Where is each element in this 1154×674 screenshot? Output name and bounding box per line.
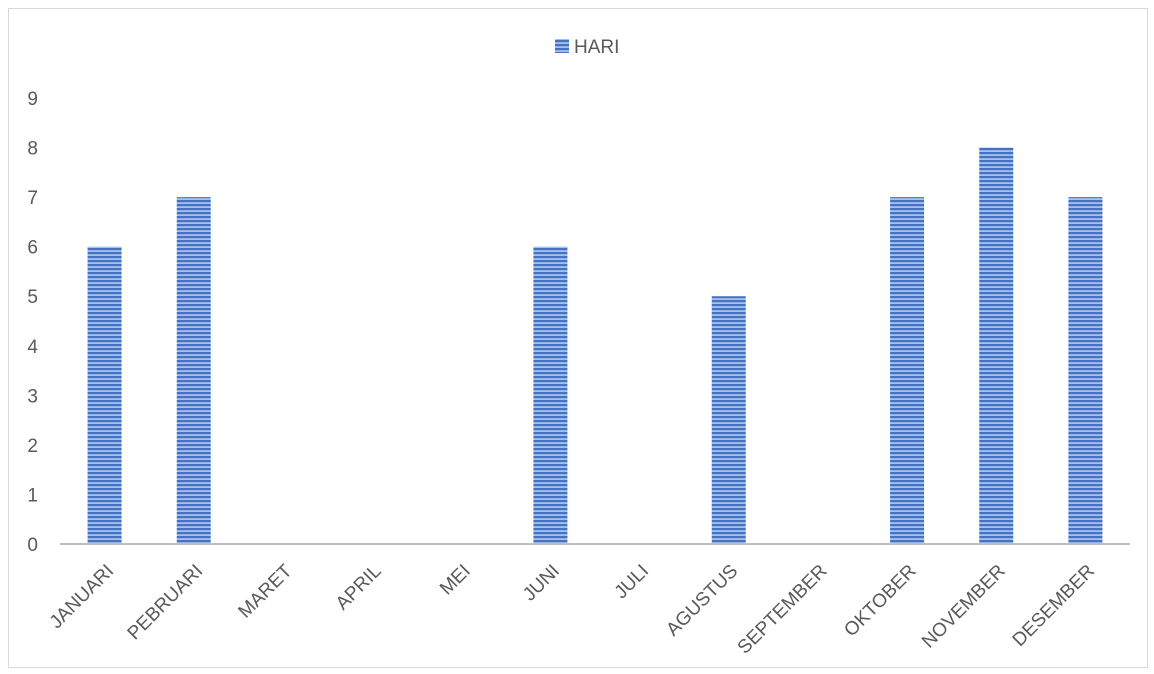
y-tick-label: 4: [27, 337, 38, 358]
y-tick-label: 5: [27, 287, 38, 308]
y-tick-label: 7: [27, 188, 38, 209]
y-tick-label: 0: [27, 535, 38, 556]
legend-swatch-hari: [555, 39, 569, 53]
bar-november: [979, 147, 1014, 545]
y-tick-label: 8: [27, 139, 38, 160]
x-tick-label-desember: DESEMBER: [1009, 561, 1099, 651]
y-tick-label: 3: [27, 386, 38, 407]
y-tick-label: 2: [27, 436, 38, 457]
bar-oktober: [890, 197, 925, 544]
bar-pebruari: [176, 197, 211, 544]
y-tick-label: 9: [27, 89, 38, 110]
legend-label-hari: HARI: [574, 37, 619, 58]
x-tick-label-juni: JUNI: [519, 561, 564, 606]
x-tick-label-september: SEPTEMBER: [734, 561, 832, 659]
y-tick-label: 6: [27, 238, 38, 259]
bars: [87, 147, 1103, 545]
x-tick-label-mei: MEI: [436, 561, 475, 600]
bar-desember: [1068, 197, 1103, 544]
x-tick-label-oktober: OKTOBER: [840, 561, 920, 641]
x-tick-label-januari: JANUARI: [46, 561, 118, 633]
bar-januari: [87, 246, 122, 544]
y-axis-ticks: 0 1 2 3 4 5 6 7 8 9: [27, 89, 38, 556]
y-tick-label: 1: [27, 485, 38, 506]
x-tick-label-agustus: AGUSTUS: [662, 561, 742, 641]
bar-agustus: [711, 296, 746, 544]
x-tick-label-juli: JULI: [611, 561, 653, 603]
x-tick-label-april: APRIL: [332, 561, 386, 615]
x-axis-ticks: JANUARI PEBRUARI MARET APRIL MEI JUNI JULI AGUS…: [46, 560, 1099, 658]
x-tick-label-pebruari: PEBRUARI: [124, 561, 208, 645]
x-tick-label-maret: MARET: [235, 560, 297, 622]
x-tick-label-november: NOVEMBER: [918, 561, 1010, 653]
bar-juni: [533, 246, 568, 544]
legend: HARI: [555, 37, 619, 58]
